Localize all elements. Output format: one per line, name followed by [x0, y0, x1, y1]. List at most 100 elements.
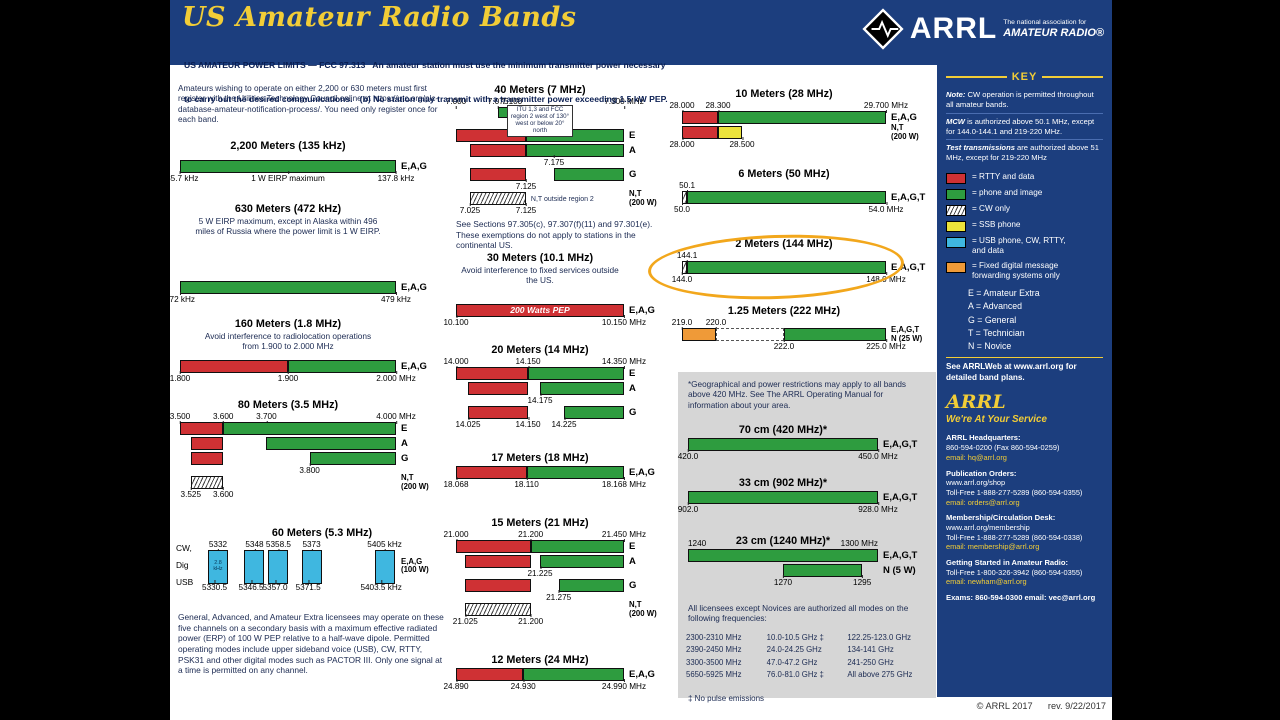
service-section: Membership/Circulation Desk: www.arrl.org…: [946, 513, 1103, 552]
service-title: Getting Started in Amateur Radio:: [946, 557, 1069, 567]
legend-label: = SSB phone: [972, 220, 1021, 230]
key-title: KEY: [1011, 71, 1038, 83]
uhf-range: 24.0-24.25 GHz: [766, 645, 822, 655]
freq-label: 1270: [773, 575, 793, 587]
green-segment: [718, 111, 886, 124]
band-row: A: [180, 436, 442, 451]
legend-label: = phone and image: [972, 188, 1043, 198]
class-def: E = Amateur Extra: [968, 288, 1040, 299]
green-segment: [288, 360, 396, 374]
green-segment: [687, 191, 886, 204]
license-classes: A: [401, 437, 408, 449]
copyright: © ARRL 2017 rev. 9/22/2017: [976, 701, 1106, 711]
bar-area: [456, 382, 624, 395]
freq-label: 21.200: [518, 614, 544, 626]
green-segment: [564, 406, 624, 419]
green-segment: [558, 579, 624, 592]
band-title: 630 Meters (472 kHz): [234, 203, 342, 215]
band-23cm: 23 cm (1240 MHz)* 1240 1300 MHz E,A,G,T N (5…: [688, 535, 924, 587]
freq-labels: 5332 5348 5358.5 5373 5405 kHz: [202, 540, 402, 552]
band-row: E: [456, 539, 670, 554]
band-title: 6 Meters (50 MHz): [738, 168, 830, 180]
red-segment: [180, 360, 288, 374]
freq-label: 14.175: [527, 393, 553, 405]
freq-label: 5357.0: [262, 580, 288, 592]
band-title: 2,200 Meters (135 kHz): [230, 140, 346, 152]
hatch-segment: [190, 476, 224, 489]
band-row: N,T (200 W): [180, 474, 442, 490]
red-segment: [456, 466, 527, 479]
license-classes: G: [629, 406, 637, 418]
license-classes: G: [401, 452, 409, 464]
freq-label: 18.068: [443, 477, 469, 489]
license-classes: E,A,G: [629, 466, 655, 478]
freq-label: 21.225: [527, 566, 553, 578]
arrl-diamond-icon: [862, 8, 904, 50]
license-classes: A: [629, 382, 636, 394]
freq-labels: 18.068 18.110 18.168 MHz: [443, 477, 646, 489]
license-classes: E,A,G,T: [891, 261, 926, 273]
band-row: N,T outside region 2 N,T (200 W): [456, 190, 670, 206]
key-rule-left: [946, 76, 1007, 78]
inline-note: N,T outside region 2: [530, 196, 594, 203]
channel-box: 2.8 kHz: [207, 550, 228, 584]
uhf-range: All above 275 GHz: [847, 670, 913, 680]
license-classes: E: [629, 367, 636, 379]
arrl-logo: ARRL The national association for AMATEU…: [862, 8, 1104, 50]
freq-label: 3.500: [170, 412, 191, 424]
band-80m: 80 Meters (3.5 MHz) 3.500 3.600 3.700 4.000 …: [170, 399, 442, 499]
band-row: E,A,G: [456, 667, 670, 682]
freq-label: 3.700: [256, 412, 277, 424]
legend-label: = Fixed digital message forwarding syste…: [972, 260, 1060, 280]
freq-label: 1.900: [277, 371, 299, 384]
bar-area: 2.8 kHz: [202, 550, 396, 584]
band-row: A: [456, 143, 670, 158]
bar-text: 200 Watts PEP: [510, 305, 570, 316]
registration-note: Amateurs wishing to operate on either 2,…: [178, 84, 439, 125]
band-2m: 2 Meters (144 MHz) 144.1 E,A,G,T 144.0 148.0…: [672, 238, 932, 284]
green-segment: [223, 422, 396, 435]
red-swatch: [946, 173, 966, 185]
freq-label: 14.350 MHz: [601, 357, 647, 369]
green-segment: [266, 437, 396, 450]
band-630m: 630 Meters (472 kHz) 5 W EIRP maximum, ex…: [170, 203, 442, 304]
band-row: N (5 W): [688, 563, 924, 578]
freq-labels: 1270 1295: [688, 575, 878, 587]
uhf-range: 5650-5925 MHz: [686, 670, 742, 680]
bar-area: [456, 579, 624, 592]
license-classes: G: [629, 579, 637, 591]
band-1-25m: 1.25 Meters (222 MHz) 219.0 220.0 E,A,G,T N…: [672, 305, 932, 351]
hatch-segment: [470, 192, 526, 205]
legend-item: = USB phone, CW, RTTY, and data: [946, 236, 1103, 257]
band-12m: 12 Meters (24 MHz) E,A,G 24.890 24.930 24.99…: [443, 654, 670, 691]
red-segment: [456, 540, 531, 553]
bar-area: [180, 422, 396, 435]
spacer: [180, 238, 442, 280]
license-classes: E,A,G,T: [883, 438, 918, 450]
key-note: Note: CW operation is permitted througho…: [946, 87, 1103, 114]
uhf-range: 76.0-81.0 GHz ‡: [766, 670, 824, 680]
red-segment: [456, 304, 624, 318]
uhf-range: 47.0-47.2 GHz: [766, 657, 818, 667]
band-33cm: 33 cm (902 MHz)* E,A,G,T 902.0 928.0 MHz: [678, 477, 924, 514]
bar-area: [682, 328, 886, 341]
legend-item: = SSB phone: [946, 220, 1103, 233]
license-classes: E: [629, 129, 636, 141]
band-row: E,A,G: [180, 359, 442, 374]
freq-labels: 144.0 148.0 MHz: [672, 272, 906, 284]
uhf-range: 134-141 GHz: [847, 645, 894, 655]
band-row: E,A,G: [682, 110, 932, 125]
hatch-swatch: [946, 205, 966, 217]
freq-labels: 144.1: [677, 251, 886, 263]
service-sections: ARRL Headquarters: 860-594-0200 (Fax 860-…: [946, 433, 1103, 603]
band-row: E,A,G,T N (25 W): [682, 326, 932, 342]
red-segment: [468, 382, 528, 395]
freq-label: 50.0: [674, 202, 690, 214]
bar-area: ITU 1,3 and FCC region 2 west of 130° we…: [456, 105, 624, 137]
band-title: 60 Meters (5.3 MHz): [271, 527, 373, 539]
freq-labels: 7.025 7.125: [456, 203, 624, 215]
legend-label: = RTTY and data: [972, 172, 1035, 182]
freq-label: 144.1: [676, 251, 698, 263]
freq-label: 14.000: [443, 357, 469, 369]
key-header: KEY: [946, 71, 1103, 83]
